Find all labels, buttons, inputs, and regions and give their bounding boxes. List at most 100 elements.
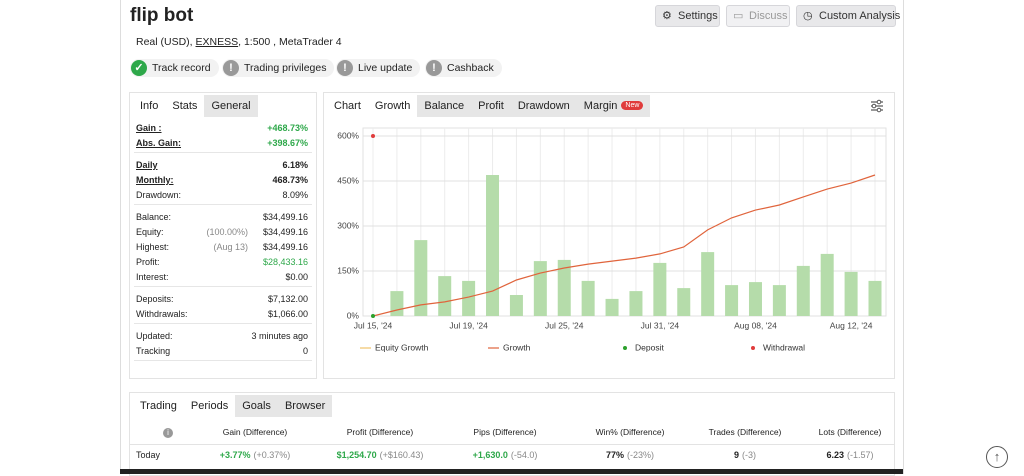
chart-panel: Chart Growth Balance Profit Drawdown Margin Ne… xyxy=(323,92,895,379)
tab[interactable]: Drawdown xyxy=(510,95,577,117)
stat-label: Withdrawals: xyxy=(136,309,188,319)
bar xyxy=(486,175,500,316)
stat-value: $34,499.16 xyxy=(262,212,308,222)
tab[interactable]: Info xyxy=(140,100,159,112)
y-tick-label: 450% xyxy=(337,175,359,185)
stat-label: Daily xyxy=(136,160,158,170)
bar xyxy=(438,276,452,316)
x-tick-label: Jul 25, '24 xyxy=(545,320,584,330)
badge: ✓ Track record xyxy=(130,59,219,77)
x-tick-label: Jul 31, '24 xyxy=(641,320,680,330)
tab[interactable]: Trading xyxy=(140,400,177,412)
tab[interactable]: Chart xyxy=(334,100,361,112)
stat-label: Gain : xyxy=(136,123,162,133)
stat-label: Equity: xyxy=(136,227,164,237)
button-icon: ⚙ xyxy=(662,10,672,22)
chart-settings-icon[interactable] xyxy=(869,98,885,114)
badge: ! Cashback xyxy=(425,59,502,77)
difference: (-3) xyxy=(742,450,756,460)
button-icon: ▭ xyxy=(733,10,744,22)
stat-label: Tracking xyxy=(136,346,171,356)
difference: (+$160.43) xyxy=(379,450,424,460)
periods-panel: Trading Periods Goals Browser i Gain (Differ… xyxy=(129,392,895,476)
difference: (-54.0) xyxy=(510,450,538,460)
badge: ! Live update xyxy=(336,59,421,77)
header-button[interactable]: Custom Analysis ◷ xyxy=(796,5,900,27)
tab[interactable]: Growth xyxy=(374,100,411,112)
column-header: Pips (Difference) xyxy=(473,427,537,437)
stat-value: +468.73% xyxy=(267,123,308,133)
tab[interactable]: General xyxy=(204,95,258,117)
badge-icon: ! xyxy=(426,60,442,76)
legend-label: Equity Growth xyxy=(375,342,429,352)
x-tick-label: Aug 08, '24 xyxy=(734,320,777,330)
value: 77% xyxy=(605,450,624,460)
badge-icon: ✓ xyxy=(131,60,147,76)
stat-label: Profit: xyxy=(136,257,160,267)
legend-swatch xyxy=(751,346,755,350)
column-header: Gain (Difference) xyxy=(222,427,288,437)
stats-panel: Info Stats General Gain : +468.73% Abs. Gain:… xyxy=(129,92,317,379)
bottom-bar xyxy=(120,469,903,474)
x-tick-label: Jul 19, '24 xyxy=(449,320,488,330)
stat-value: $34,499.16 xyxy=(262,242,308,252)
value: +3.77% xyxy=(219,450,251,460)
row-label: Today xyxy=(136,450,161,460)
stat-row: Balance: $34,499.16 xyxy=(136,210,308,225)
tab[interactable]: Balance xyxy=(417,95,472,117)
button-icon: ◷ xyxy=(803,10,813,22)
tab[interactable]: Profit xyxy=(471,95,511,117)
table-cell: 6.23 (-1.57) xyxy=(790,450,910,460)
tab[interactable]: Periods xyxy=(190,400,229,412)
stat-row: Highest: (Aug 13) $34,499.16 xyxy=(136,240,308,255)
value: 9 xyxy=(733,450,739,460)
tab[interactable]: Stats xyxy=(172,100,198,112)
tab[interactable]: Goals xyxy=(235,395,278,417)
tab[interactable]: Browser xyxy=(277,395,333,417)
account: Real (USD), xyxy=(136,36,196,48)
bar xyxy=(581,280,595,316)
stat-value: $0.00 xyxy=(285,272,308,282)
stat-value: +398.67% xyxy=(267,138,308,148)
new-badge: New xyxy=(621,101,644,111)
separator xyxy=(130,444,894,445)
stat-label: Abs. Gain: xyxy=(136,138,182,148)
bar xyxy=(796,265,810,316)
tab[interactable]: Margin New xyxy=(576,95,651,117)
column-header: Win% (Difference) xyxy=(595,427,665,437)
stat-value: $28,433.16 xyxy=(262,257,308,267)
stat-row: Equity: (100.00%) $34,499.16 xyxy=(136,225,308,240)
header-button[interactable]: Discuss ▭ xyxy=(726,5,790,27)
column-header: Trades (Difference) xyxy=(708,427,782,437)
stat-row: Deposits: $7,132.00 xyxy=(136,292,308,307)
stat-value: $7,132.00 xyxy=(267,294,308,304)
stat-label: Updated: xyxy=(136,331,173,341)
bar xyxy=(844,271,858,316)
stat-label: Balance: xyxy=(136,212,172,222)
scroll-top-button[interactable]: ↑ xyxy=(986,446,1008,468)
stat-row: Abs. Gain: +398.67% xyxy=(136,136,308,151)
broker-link[interactable]: EXNESS xyxy=(195,36,239,48)
details: , 1:500 , MetaTrader 4 xyxy=(238,36,342,48)
x-tick-label: Aug 12, '24 xyxy=(830,320,873,330)
header-button[interactable]: Settings ⚙ xyxy=(655,5,720,27)
bar xyxy=(629,291,643,316)
bar xyxy=(390,291,404,316)
separator xyxy=(134,286,312,287)
stat-row: Updated: 3 minutes ago xyxy=(136,329,308,344)
stat-label: Interest: xyxy=(136,272,169,282)
stat-value: $1,066.00 xyxy=(267,309,308,319)
stat-row: Interest: $0.00 xyxy=(136,270,308,285)
y-tick-label: 600% xyxy=(337,130,359,140)
stat-note: (100.00%) xyxy=(206,227,248,237)
right-border xyxy=(903,0,904,474)
badge-icon: ! xyxy=(223,60,239,76)
legend-label: Deposit xyxy=(635,342,664,352)
badge-icon: ! xyxy=(337,60,353,76)
account-line: Real (USD), EXNESS, 1:500 , MetaTrader 4 xyxy=(136,36,342,48)
stat-row: Withdrawals: $1,066.00 xyxy=(136,307,308,322)
badge: ! Trading privileges xyxy=(222,59,335,77)
bar xyxy=(772,285,786,316)
bar xyxy=(701,252,715,316)
legend-swatch xyxy=(623,346,627,350)
